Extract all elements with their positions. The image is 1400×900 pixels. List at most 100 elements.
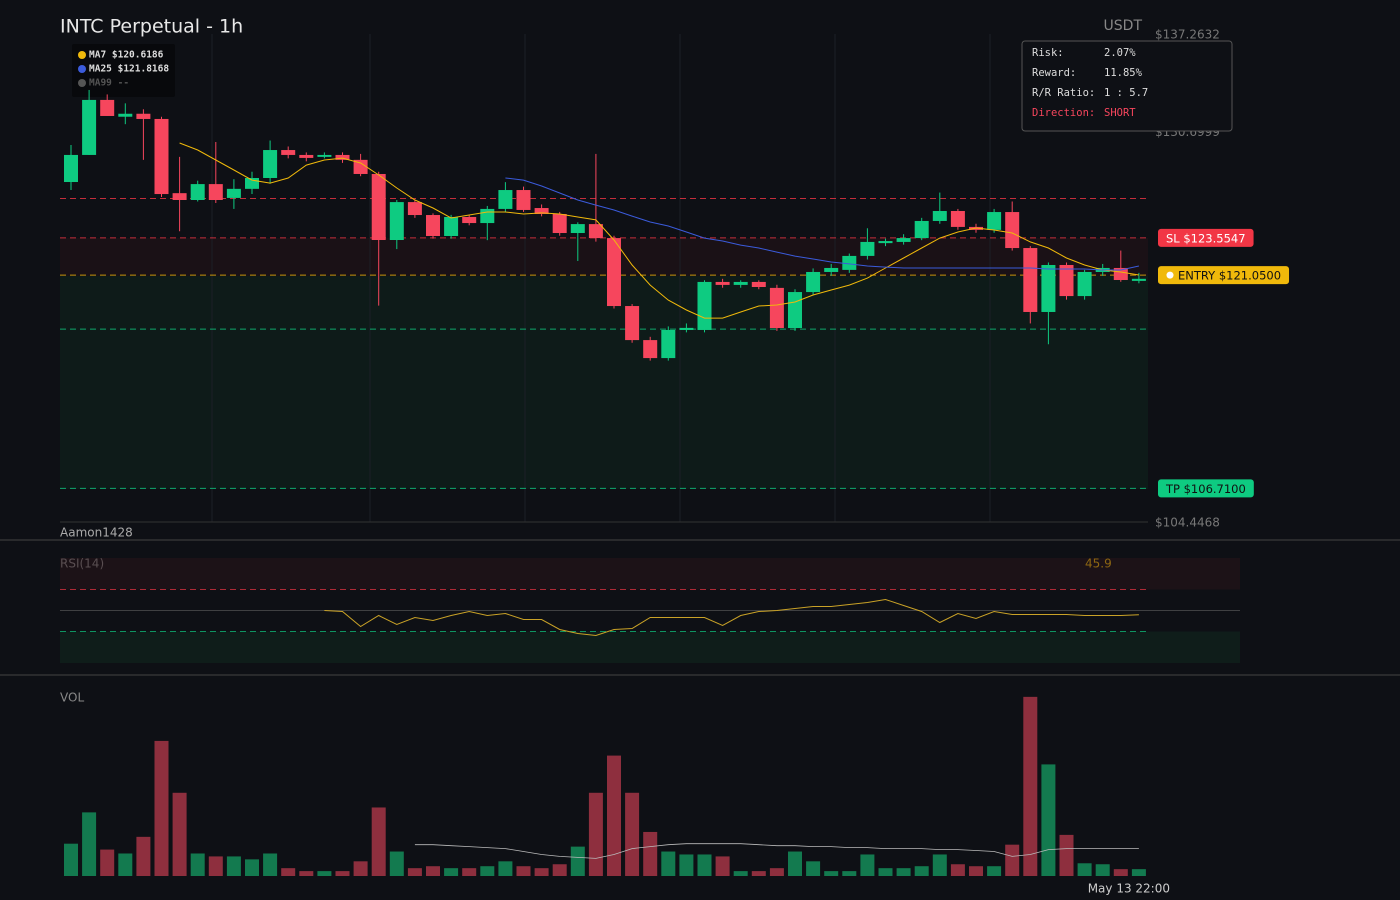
rsi-oversold [60,631,1240,663]
volume-bar [1041,764,1056,876]
candle-body [1059,264,1074,297]
volume-bar [1059,834,1074,876]
legend-box [72,44,175,97]
volume-bar [788,851,802,876]
volume-bar [444,868,459,876]
candle-body [226,188,241,198]
risk-key: Direction: [1032,107,1095,119]
risk-key: R/R Ratio: [1032,87,1095,99]
candle-body [1023,248,1038,312]
candle-body [679,327,694,330]
volume-bar [1023,696,1038,876]
volume-bar [353,861,368,876]
volume-bar [588,792,603,876]
volume-bar [625,792,640,876]
risk-value: 2.07% [1104,47,1136,59]
volume-bar [552,864,567,876]
y-tick-label: $137.2632 [1155,28,1220,42]
candle-body [281,150,296,155]
candle-body [462,216,477,224]
candle-body [426,215,440,236]
candle-body [570,224,585,234]
candle-body [208,184,223,201]
legend-dot [78,65,86,73]
volume-bar [172,792,187,876]
candle-body [842,255,857,270]
candle-body [118,113,133,117]
volume-bar [190,853,205,876]
volume-bar [389,851,404,876]
candle-body [733,281,748,285]
legend-dot [78,51,86,59]
candle-body [824,267,839,272]
candle-body [353,159,368,174]
grid [211,34,991,522]
candle-body [1005,212,1020,249]
volume-bar [570,846,585,876]
volume-bar [733,871,748,876]
volume-bar [1131,869,1146,876]
volume-bar [426,866,440,876]
level-badge [1158,266,1290,285]
candle-body [914,220,929,239]
candle-body [715,281,730,285]
candle-body [190,184,205,201]
volume-bar [1077,863,1092,876]
volume-bar [914,866,929,876]
ma-line [179,142,1139,319]
candle-body [82,99,97,155]
chart-title: INTC Perpetual - 1h [60,16,243,38]
rsi-line [324,598,1139,637]
candle-body [896,238,911,242]
volume-bar [1095,864,1110,876]
candle-body [1131,278,1146,281]
candle-body [788,292,802,329]
volume-bar [462,868,477,876]
entry-dot [1166,271,1174,279]
volume-bar [498,861,513,876]
volume-bar [245,859,259,876]
candle-body [172,193,187,201]
volume-bar [987,866,1002,876]
level-label: ENTRY $121.0500 [1178,269,1281,283]
candle-body [697,281,712,330]
vol-title: VOL [60,691,84,705]
rsi-overbought [60,558,1240,590]
volume-bar [100,849,115,876]
candle-body [407,202,422,216]
candle-body [751,281,766,287]
risk-value: 1 : 5.7 [1104,87,1148,99]
volume-bar [842,871,857,876]
volume-bar [643,831,658,876]
volume-bar [226,856,241,876]
volume-bar [860,854,875,876]
candle-body [987,212,1002,230]
candle-body [64,154,78,183]
volume-bar [335,871,350,876]
y-tick-label: $104.4468 [1155,516,1220,530]
volume-bar [969,866,983,876]
volume-bar [317,871,332,876]
volume-bar [950,864,965,876]
candle-body [263,150,278,178]
time-label: May 13 22:00 [1088,882,1170,896]
volume-bar [1005,844,1020,876]
candle-body [1113,267,1128,281]
candle-body [950,211,965,227]
risk-value: SHORT [1104,107,1136,119]
candle-body [661,329,676,359]
risk-key: Risk: [1032,47,1064,59]
level-label: TP $106.7100 [1165,482,1246,496]
volume-bar [661,851,676,876]
volume-bar [281,868,296,876]
volume-bar [263,853,278,876]
volume-bar [64,843,78,876]
candle-body [860,241,875,256]
volume-bar [751,871,766,876]
volume-bar [371,807,386,876]
candle-body [769,287,784,329]
volume-bar [932,854,947,876]
volume-bar [824,871,839,876]
